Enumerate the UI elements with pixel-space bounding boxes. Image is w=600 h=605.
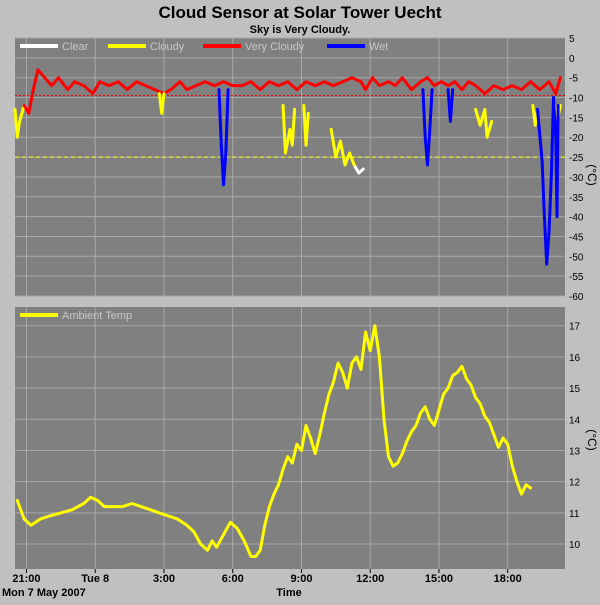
y-tick-label: 13: [569, 446, 581, 457]
y-tick-label: -50: [569, 252, 584, 263]
bottom-legend: Ambient Temp: [20, 310, 132, 322]
series-line-wet: [446, 88, 455, 123]
chart-title: Cloud Sensor at Solar Tower Uecht: [158, 3, 441, 22]
legend-label: Clear: [62, 41, 89, 53]
top-y-axis-label: (°C): [585, 164, 599, 185]
legend-label: Wet: [369, 41, 388, 53]
y-tick-label: 0: [569, 54, 575, 65]
top-plot-area: [15, 38, 565, 296]
x-tick-label: 15:00: [425, 573, 453, 585]
series-line-ambient-temp: [15, 324, 533, 558]
bottom-y-axis: 10 11 12 13 14 15 16 17: [569, 322, 581, 551]
chart-subtitle: Sky is Very Cloudy.: [250, 24, 351, 36]
x-axis-title: Time: [276, 587, 301, 599]
x-tick-label: 21:00: [12, 573, 40, 585]
series-line-wet: [536, 96, 560, 266]
series-line-cloudy: [281, 104, 297, 155]
y-tick-label: 17: [569, 322, 581, 333]
legend-label: Ambient Temp: [62, 310, 132, 322]
y-tick-label: -60: [569, 292, 584, 303]
y-tick-label: -15: [569, 113, 584, 124]
y-tick-label: -35: [569, 193, 584, 204]
y-tick-label: 16: [569, 353, 581, 364]
x-tick-label: 9:00: [290, 573, 312, 585]
y-tick-label: 5: [569, 34, 575, 45]
y-tick-label: -10: [569, 94, 584, 105]
series-line-cloudy: [13, 104, 26, 139]
y-tick-label: 14: [569, 415, 581, 426]
y-tick-label: -20: [569, 133, 584, 144]
series-line-wet: [217, 88, 230, 187]
x-tick-label: 6:00: [222, 573, 244, 585]
y-tick-label: 10: [569, 540, 581, 551]
x-tick-label: 3:00: [153, 573, 175, 585]
y-tick-label: -30: [569, 173, 584, 184]
top-y-axis: 5 0 -5 -10 -15 -20 -25 -30 -35 -40 -45 -50 -55 -60: [569, 34, 584, 303]
top-grid: [15, 37, 565, 297]
y-tick-label: -25: [569, 153, 584, 164]
bottom-series-group: [15, 324, 533, 558]
y-tick-label: -45: [569, 232, 584, 243]
x-tick-label: 12:00: [356, 573, 384, 585]
series-line-cloudy: [474, 107, 494, 139]
top-threshold-lines: [15, 95, 565, 158]
series-line-cloudy: [329, 127, 352, 167]
series-line-cloudy: [157, 92, 166, 115]
series-line-very-cloudy: [22, 68, 562, 115]
x-axis: 21:00 Tue 8 3:00 6:00 9:00 12:00 15:00 18:00: [12, 569, 522, 585]
y-tick-label: 11: [569, 509, 580, 520]
series-line-cloudy: [302, 104, 310, 147]
series-line-clear: [352, 163, 365, 175]
y-tick-label: 12: [569, 478, 581, 489]
y-tick-label: 15: [569, 384, 581, 395]
bottom-plot-area: [15, 307, 565, 569]
y-tick-label: -40: [569, 213, 584, 224]
top-series-group: [13, 68, 562, 266]
x-axis-date-label: Mon 7 May 2007: [2, 587, 86, 599]
legend-label: Very Cloudy: [245, 41, 305, 53]
series-line-wet: [421, 88, 434, 167]
x-tick-label: 18:00: [494, 573, 522, 585]
x-tick-label: Tue 8: [81, 573, 109, 585]
y-tick-label: -55: [569, 272, 584, 283]
top-legend: Clear Cloudy Very Cloudy Wet: [20, 41, 388, 53]
series-line-cloudy: [348, 151, 356, 167]
y-tick-label: -5: [569, 74, 578, 85]
bottom-y-axis-label: (°C): [585, 429, 599, 450]
legend-label: Cloudy: [150, 41, 185, 53]
